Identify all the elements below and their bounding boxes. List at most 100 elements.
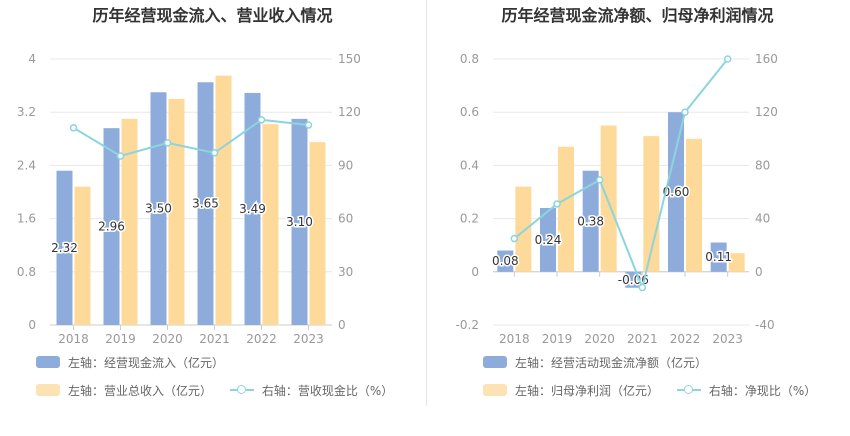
y-tick-left: 0.2: [460, 212, 479, 226]
y-tick-right: 30: [338, 265, 353, 279]
legend-label: 右轴：净现比（%）: [708, 384, 817, 398]
x-tick-label: 2020: [584, 332, 615, 346]
y-tick-right: 60: [338, 212, 353, 226]
y-tick-left: 2.4: [17, 158, 36, 172]
legend-line-swatch: [676, 384, 701, 396]
legend-item-net-cash-ratio[interactable]: 右轴：净现比（%）: [676, 382, 817, 400]
y-tick-right: 0: [338, 318, 346, 332]
bar-series-1: [56, 170, 73, 325]
x-tick-label: 2021: [199, 332, 230, 346]
x-tick-label: 2019: [542, 332, 573, 346]
line-point: [116, 152, 125, 160]
bar-series-1: [244, 92, 261, 325]
legend-swatch: [483, 356, 507, 368]
legend-item-net-profit[interactable]: 左轴：归母净利润（亿元）: [483, 382, 659, 400]
bar-series-2: [262, 124, 279, 325]
chart-panel-right: 历年经营现金流净额、归母净利润情况 -0.2 0 0.2 0.4 0.6 0.8 -40 0 4…: [425, 0, 850, 436]
y-tick-left: 0.8: [17, 265, 36, 279]
x-tick-label: 2022: [246, 332, 277, 346]
y-tick-right: 40: [755, 212, 770, 226]
line-series-ratio: [72, 118, 309, 158]
bar-series-1: [540, 207, 556, 272]
bar-series-1: [103, 128, 120, 325]
bar-series-2: [728, 253, 745, 272]
bar-series-1: [291, 118, 308, 325]
bar-series-2: [686, 138, 702, 272]
panel-divider: [426, 0, 427, 406]
bar-data-label: 0.24: [535, 233, 562, 247]
bar-series-2: [168, 98, 185, 326]
bar-data-label: 2.96: [98, 220, 125, 234]
line-point: [304, 121, 313, 129]
bar-series-2: [558, 146, 574, 272]
legend-label: 左轴：经营活动现金流净额（亿元）: [515, 356, 708, 370]
legend-item-ratio[interactable]: 右轴：营收现金比（%）: [229, 382, 393, 400]
bar-series-1: [710, 242, 727, 272]
bar-series-2: [600, 125, 617, 272]
chart-plot-right: -0.2 0 0.2 0.4 0.6 0.8 -40 0 40 80 120 160 2018 0.08 2…: [456, 52, 778, 346]
bar-data-label: 0.38: [577, 214, 604, 228]
bar-series-1: [668, 112, 684, 272]
x-tick-label: 2018: [58, 332, 89, 346]
y-tick-left: 0.8: [460, 52, 479, 66]
bar-data-label: 3.49: [239, 202, 266, 216]
legend-label: 左轴：归母净利润（亿元）: [515, 384, 660, 398]
line-point: [163, 139, 172, 147]
y-tick-left: 0: [471, 265, 479, 279]
legend-item-net-cash[interactable]: 左轴：经营活动现金流净额（亿元）: [483, 354, 707, 372]
legend-swatch: [36, 356, 60, 368]
legend-label: 左轴：营业总收入（亿元）: [68, 384, 213, 398]
chart-title: 历年经营现金流净额、归母净利润情况: [501, 6, 774, 25]
y-tick-right: 160: [755, 52, 778, 66]
legend-line-swatch: [229, 384, 254, 396]
y-tick-left: -0.2: [456, 318, 479, 332]
bar-series-2: [215, 75, 232, 325]
chart-title: 历年经营现金流入、营业收入情况: [92, 6, 333, 25]
bar-series-2: [74, 186, 91, 325]
bar-series-2: [121, 118, 138, 325]
bar-data-label: 3.50: [145, 202, 172, 216]
line-point: [638, 283, 647, 292]
y-tick-right: 150: [338, 52, 361, 66]
line-point: [723, 55, 732, 63]
legend-item-revenue[interactable]: 左轴：营业总收入（亿元）: [36, 382, 212, 400]
legend-item-cash-inflow[interactable]: 左轴：经营现金流入（亿元）: [36, 354, 224, 372]
y-tick-right: 120: [755, 105, 778, 119]
bar-data-label: 0.60: [663, 185, 690, 199]
legend-label: 左轴：经营现金流入（亿元）: [68, 356, 225, 370]
line-point: [210, 149, 219, 157]
x-tick-label: 2020: [152, 332, 183, 346]
x-tick-label: 2021: [627, 332, 658, 346]
x-tick-label: 2018: [499, 332, 530, 346]
x-tick-label: 2019: [105, 332, 136, 346]
y-tick-right: 80: [755, 158, 770, 172]
y-tick-left: 1.6: [17, 212, 36, 226]
x-tick-label: 2022: [670, 332, 701, 346]
line-point: [510, 234, 519, 243]
line-point: [595, 176, 604, 184]
y-tick-left: 0: [28, 318, 36, 332]
y-tick-right: 120: [338, 105, 361, 119]
y-tick-right: 90: [338, 158, 353, 172]
bar-series-1: [497, 250, 514, 272]
legend-swatch: [36, 384, 60, 396]
y-tick-right: -40: [755, 318, 775, 332]
chart-panel-left: 历年经营现金流入、营业收入情况 0 0.8 1.6 2.4 3.2 4 0 30 60 90 120…: [17, 6, 393, 400]
y-tick-left: 0.6: [460, 105, 479, 119]
bar-series-1: [197, 82, 214, 326]
bar-data-label: 0.08: [492, 254, 519, 268]
bar-data-label: 2.32: [51, 241, 78, 255]
line-point: [553, 200, 561, 208]
bar-series-1: [582, 170, 599, 272]
legend-swatch: [483, 384, 507, 396]
y-tick-left: 0.4: [460, 158, 479, 172]
y-tick-left: 4: [28, 52, 36, 66]
bar-series-2: [309, 142, 326, 325]
bar-data-label: 3.10: [286, 215, 313, 229]
chart-plot-left: 0 0.8 1.6 2.4 3.2 4 0 30 60 90 120 150 2018 2.32 2019 2…: [17, 52, 361, 346]
line-series-ratio: [513, 58, 729, 291]
bar-data-label: 0.11: [705, 250, 732, 264]
y-tick-right: 0: [755, 265, 763, 279]
line-point: [257, 116, 266, 124]
bar-data-label: 3.65: [192, 197, 219, 211]
